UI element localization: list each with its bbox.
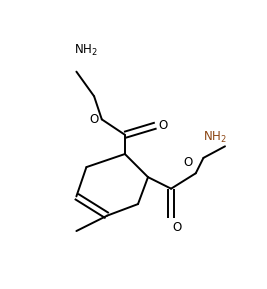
Text: O: O <box>89 113 99 126</box>
Text: O: O <box>173 221 182 234</box>
Text: O: O <box>159 119 168 132</box>
Text: O: O <box>183 156 193 169</box>
Text: NH$_2$: NH$_2$ <box>203 129 227 144</box>
Text: NH$_2$: NH$_2$ <box>74 42 98 58</box>
